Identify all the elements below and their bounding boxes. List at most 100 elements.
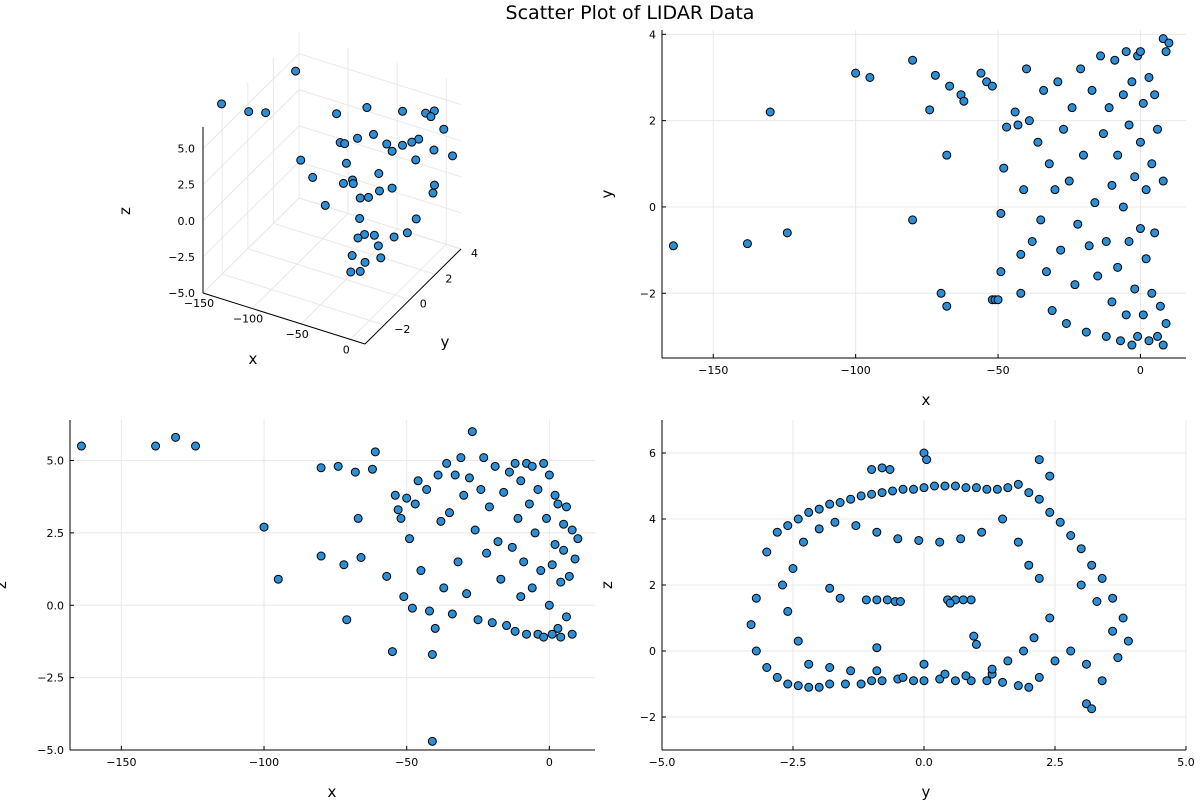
y-gridline [247, 82, 410, 301]
data-point [1047, 306, 1057, 316]
data-point [519, 557, 529, 567]
data-point [1073, 219, 1083, 229]
z-gridline [202, 197, 462, 294]
data-point [439, 124, 449, 134]
data-point [1155, 301, 1165, 311]
data-point [783, 679, 793, 689]
data-point [1101, 331, 1111, 341]
data-point [922, 455, 932, 465]
x-gridline [251, 47, 349, 309]
data-point [544, 600, 554, 610]
data-point [362, 103, 372, 113]
data-point [1033, 137, 1043, 147]
data-point [553, 623, 563, 633]
data-point [1141, 254, 1151, 264]
data-point [1061, 318, 1071, 328]
data-point [482, 548, 492, 558]
data-point [429, 145, 439, 155]
data-point [387, 647, 397, 657]
data-point [347, 251, 357, 261]
data-point [561, 502, 571, 512]
data-point [389, 232, 399, 242]
z-axis-label: z [116, 207, 134, 215]
data-point [373, 241, 383, 251]
y-tick-label: 0 [420, 298, 427, 311]
data-point [835, 593, 845, 603]
y-tick-label: 5.0 [47, 455, 65, 468]
data-point [467, 427, 477, 437]
data-point [316, 551, 326, 561]
data-point [476, 484, 486, 494]
data-point [450, 470, 460, 480]
data-point [751, 593, 761, 603]
data-point [1016, 288, 1026, 298]
data-point [1110, 55, 1120, 65]
data-point [1147, 159, 1157, 169]
data-point [814, 524, 824, 534]
data-point [217, 99, 227, 109]
data-point [1045, 507, 1055, 517]
data-point [353, 513, 363, 523]
data-point [510, 458, 520, 468]
data-point [919, 483, 929, 493]
data-point [851, 521, 861, 531]
z-tick-label: −2.5 [168, 251, 195, 264]
data-point [1076, 64, 1086, 74]
x-axis-label: x [249, 350, 258, 368]
data-point [793, 681, 803, 691]
data-point [1097, 573, 1107, 583]
x-tick-label: 5.0 [1177, 756, 1195, 769]
data-point [1045, 471, 1055, 481]
data-point [950, 676, 960, 686]
data-point [1150, 90, 1160, 100]
data-point [550, 539, 560, 549]
data-point [353, 133, 363, 143]
z-tick-label: 0.0 [178, 215, 196, 228]
data-point [382, 571, 392, 581]
data-point [425, 606, 435, 616]
data-point [861, 595, 871, 605]
data-point [363, 192, 373, 202]
data-point [341, 158, 351, 168]
x-gridline [202, 32, 300, 294]
data-point [1107, 180, 1117, 190]
data-point [1024, 560, 1034, 570]
data-point [856, 679, 866, 689]
data-point [1153, 124, 1163, 134]
data-point [416, 566, 426, 576]
z-tick-label: 2.5 [178, 179, 196, 192]
data-point [464, 473, 474, 483]
data-point [1118, 613, 1128, 623]
data-point [1034, 494, 1044, 504]
data-point [355, 266, 365, 276]
data-point [999, 163, 1009, 173]
data-point [1130, 172, 1140, 182]
data-point [1135, 137, 1145, 147]
panel-x-vs-y: −150 −100 −50 0 −2 0 2 4 x y [598, 28, 1186, 409]
y-tick-label: 2 [649, 579, 656, 592]
y-tick-label: 0.0 [47, 599, 65, 612]
data-point [473, 615, 483, 625]
data-point [976, 68, 986, 78]
data-point [1124, 120, 1134, 130]
data-point [1101, 236, 1111, 246]
chart-title: Scatter Plot of LIDAR Data [506, 2, 755, 24]
x-tick-label: −150 [184, 297, 214, 310]
data-point [1019, 646, 1029, 656]
y-axis-label: z [0, 581, 10, 589]
data-point [987, 664, 997, 674]
data-point [346, 267, 356, 277]
y-gridline [298, 32, 462, 250]
data-point [333, 461, 343, 471]
x-tick-label: −100 [841, 364, 871, 377]
data-point [783, 521, 793, 531]
data-point [1066, 646, 1076, 656]
data-point [1029, 633, 1039, 643]
data-point [1022, 64, 1032, 74]
data-point [998, 677, 1008, 687]
data-point [1067, 103, 1077, 113]
data-point [1135, 224, 1145, 234]
data-point [804, 682, 814, 692]
data-point [1044, 159, 1054, 169]
y-tick-label: −2 [640, 287, 656, 300]
